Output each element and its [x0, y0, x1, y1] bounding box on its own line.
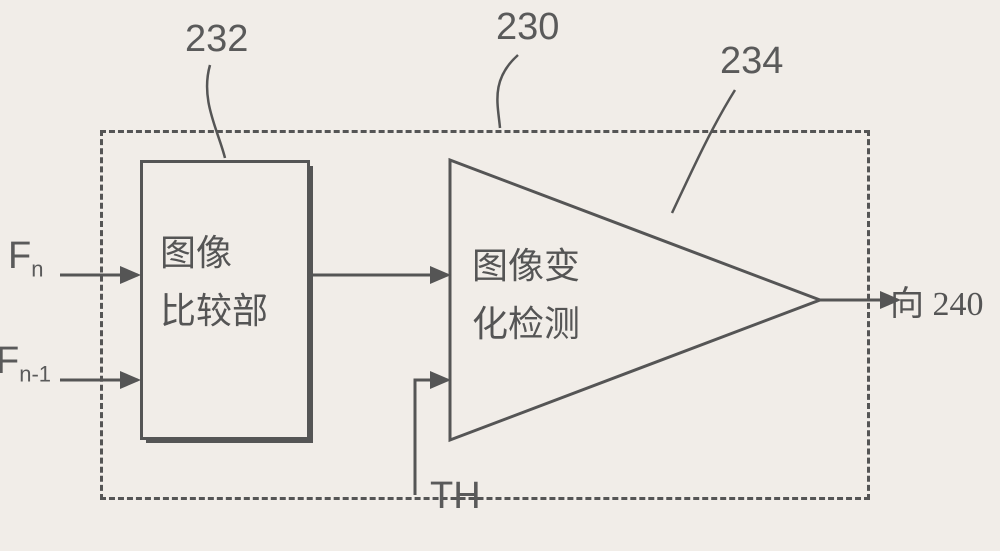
ref-230-label: 230 — [496, 6, 559, 49]
ref-232-label: 232 — [185, 18, 248, 61]
th-label: TH — [430, 475, 481, 518]
detector-line1: 图像变 — [472, 238, 580, 296]
ref-234-label: 234 — [720, 40, 783, 83]
leader-230 — [497, 55, 518, 128]
input-fn-label: Fn — [8, 235, 43, 283]
output-label: 向 240 — [890, 278, 984, 332]
diagram-canvas: 图像 比较部 图像变 化检测 232 230 234 Fn — [0, 0, 1000, 551]
input-fn1-sub: n-1 — [19, 362, 51, 387]
comparator-line1: 图像 — [160, 225, 268, 283]
input-fn1-label: Fn-1 — [0, 340, 51, 388]
comparator-text: 图像 比较部 — [160, 225, 268, 340]
detector-line2: 化检测 — [472, 296, 580, 354]
comparator-line2: 比较部 — [160, 283, 268, 341]
input-fn-sub: n — [31, 257, 43, 282]
input-fn-base: F — [8, 235, 31, 277]
detector-text: 图像变 化检测 — [472, 238, 580, 353]
input-fn1-base: F — [0, 340, 19, 382]
